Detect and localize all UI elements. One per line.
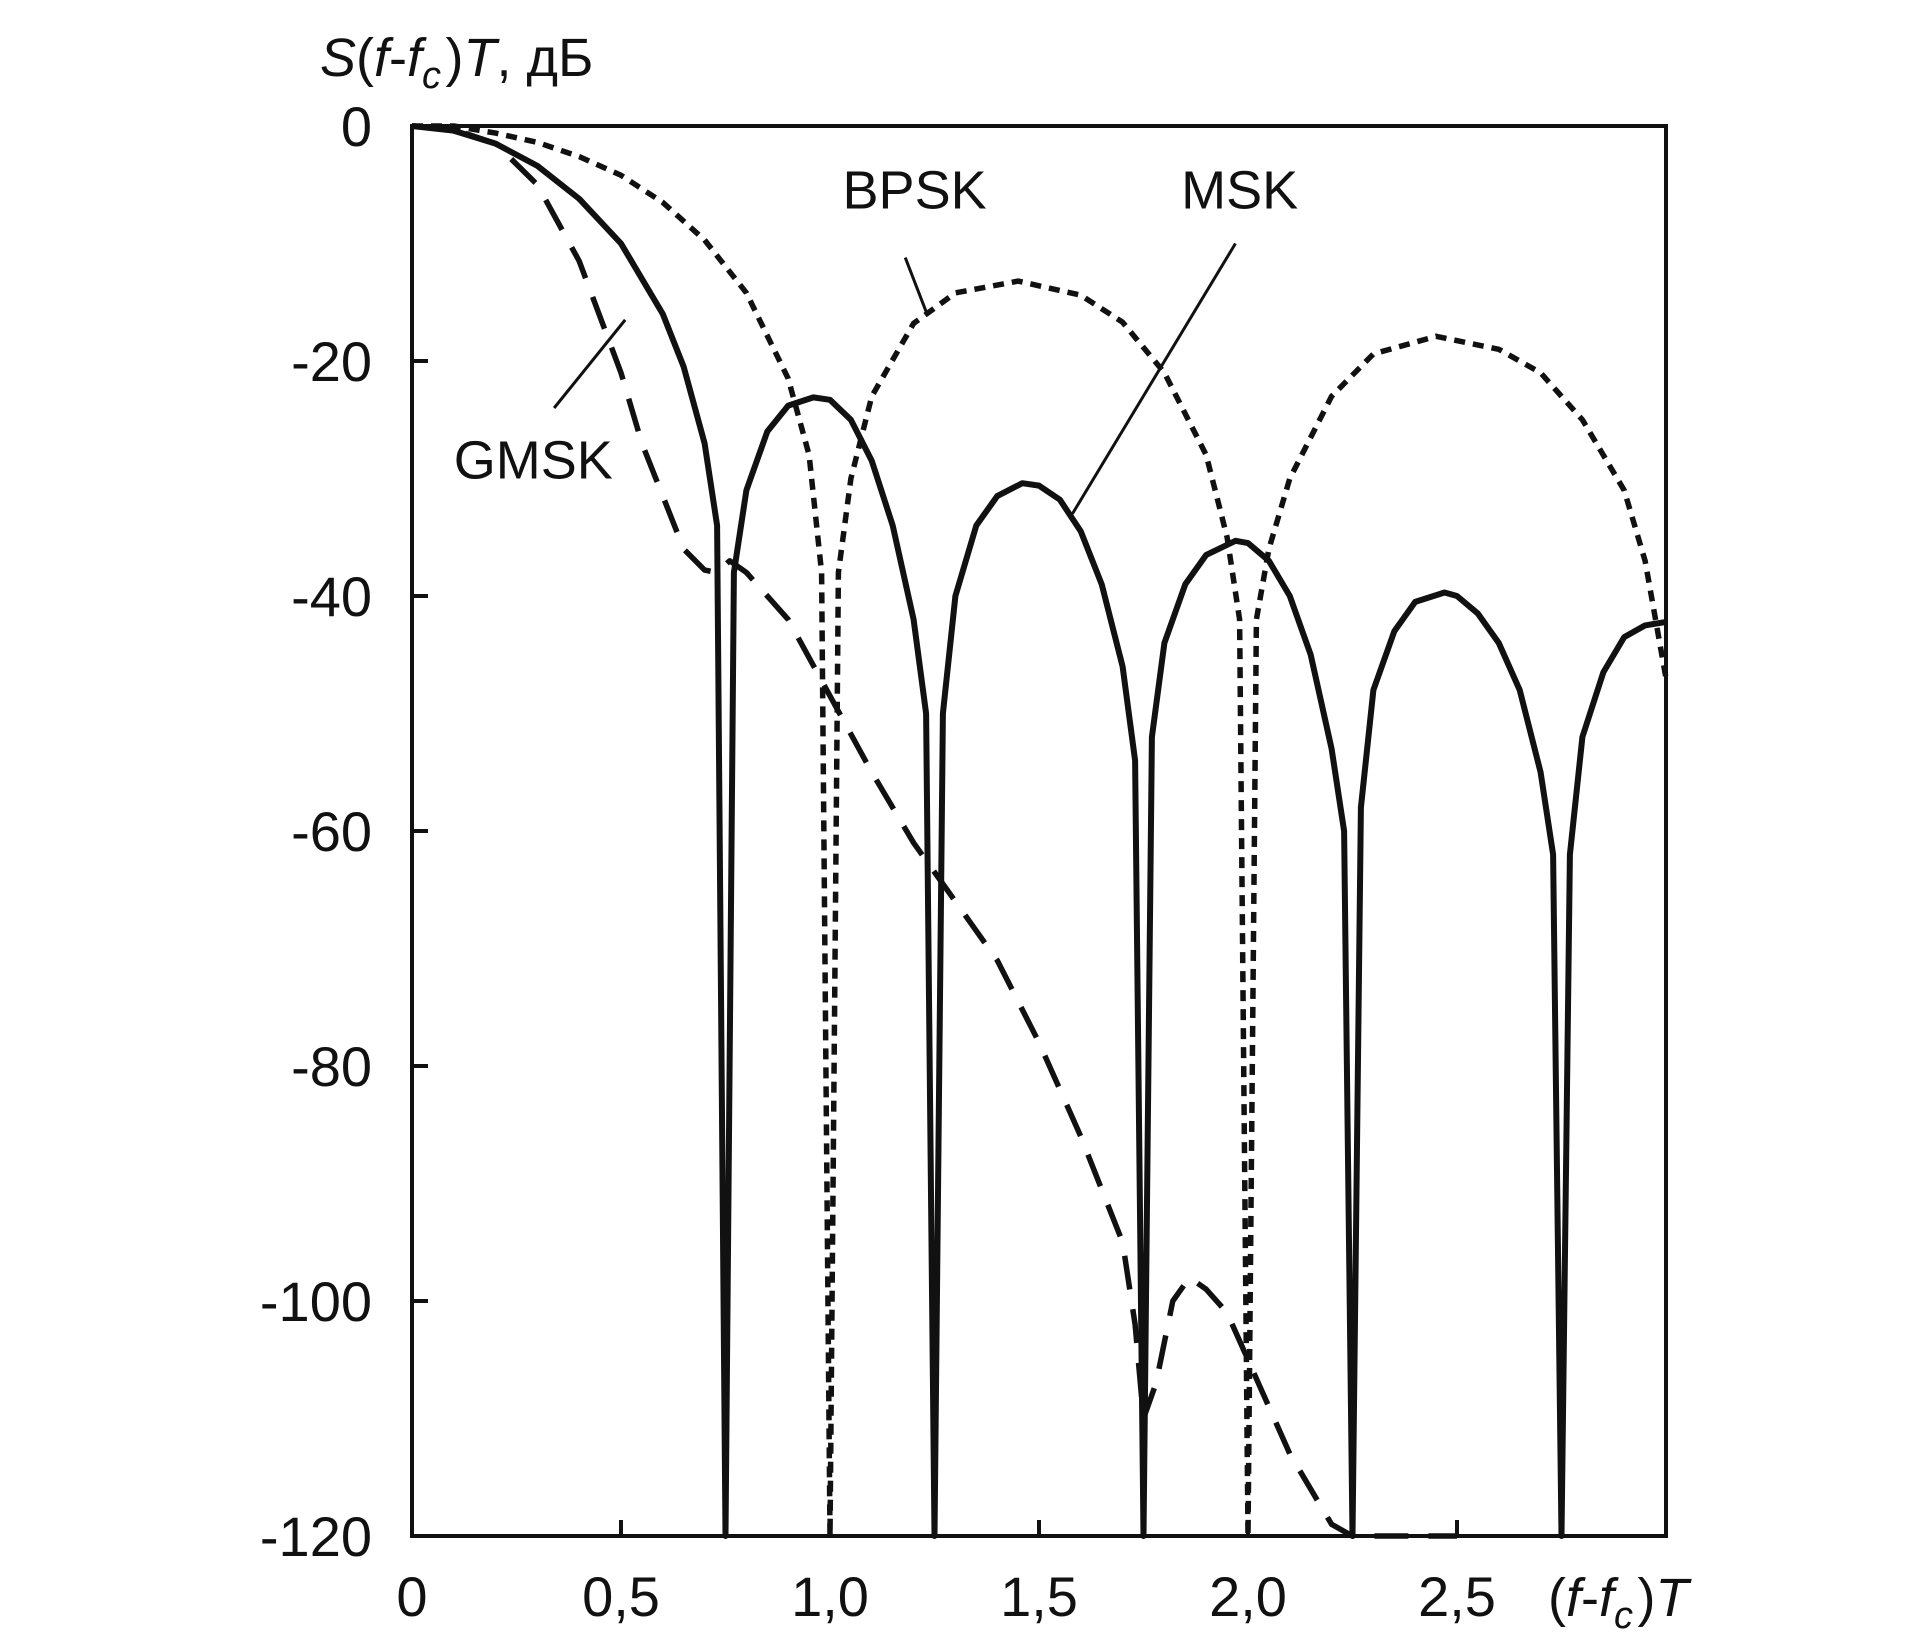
- series-lines: [411, 123, 1669, 1539]
- x-tick-label: 2,0: [1209, 1565, 1287, 1628]
- x-tick-label: 1,0: [791, 1565, 869, 1628]
- x-tick-label: 1,5: [1000, 1565, 1078, 1628]
- x-tick-label: 0,5: [582, 1565, 660, 1628]
- series-annotations: BPSK MSK GMSK: [454, 160, 1298, 515]
- y-axis-title: S(f-fc )T, дБ: [320, 28, 593, 97]
- plot-area-border: [410, 124, 1668, 1538]
- y-tick-label: 0: [341, 95, 372, 158]
- y-tick-label: -80: [291, 1035, 372, 1098]
- leader-line-msk: [1071, 242, 1237, 515]
- axis-ticks: 0 0,5 1,0 1,5 2,0 2,5 0 -20 -40 -60 -80 -100 -120: [260, 95, 1496, 1628]
- y-tick-label: -120: [260, 1505, 372, 1568]
- series-line-bpsk: [412, 123, 1669, 1539]
- series-label-msk: MSK: [1181, 160, 1298, 220]
- series-line-msk: [411, 123, 1667, 1539]
- y-tick-label: -40: [291, 565, 372, 628]
- axis-labels: S(f-fc )T, дБ (f-fc )T: [320, 28, 1693, 1637]
- y-tick-label: -100: [260, 1270, 372, 1333]
- y-tick-label: -20: [291, 330, 372, 393]
- plot-frame: [410, 124, 1668, 1538]
- x-tick-label: 2,5: [1418, 1565, 1496, 1628]
- x-axis-title: (f-fc )T: [1548, 1568, 1693, 1637]
- series-label-bpsk: BPSK: [843, 160, 987, 220]
- x-tick-label: 0: [396, 1565, 427, 1628]
- y-tick-label: -60: [291, 800, 372, 863]
- leader-line-gmsk: [552, 318, 627, 409]
- series-label-gmsk: GMSK: [454, 431, 613, 491]
- leader-line-bpsk: [903, 257, 928, 313]
